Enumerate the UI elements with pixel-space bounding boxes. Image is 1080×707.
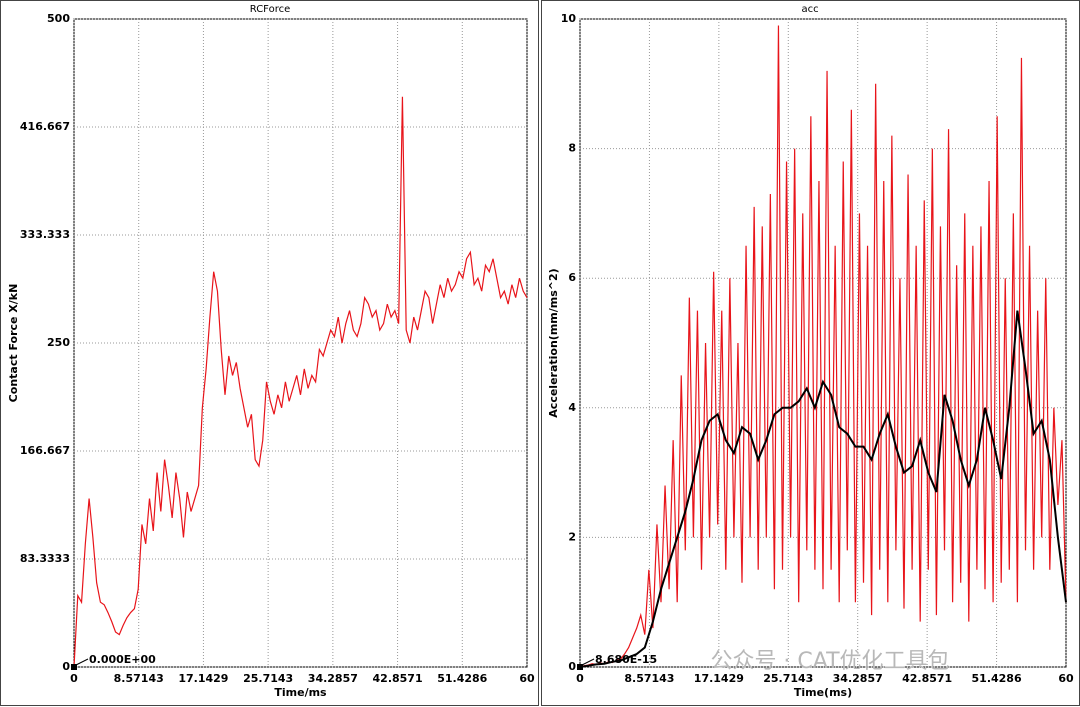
y-tick-label: 416.667 xyxy=(20,120,70,133)
x-tick-label: 17.1429 xyxy=(694,672,744,685)
origin-marker xyxy=(71,664,77,670)
annotation-leader xyxy=(581,658,595,666)
x-tick-label: 34.2857 xyxy=(308,672,358,685)
x-tick-label: 34.2857 xyxy=(833,672,883,685)
y-tick-label: 6 xyxy=(568,271,576,284)
y-tick-label: 250 xyxy=(47,336,70,349)
x-tick-label: 25.7143 xyxy=(763,672,813,685)
watermark: 公众号 · CAT优化工具包 xyxy=(710,649,949,674)
y-axis-label: Acceleration(mm/ms^2) xyxy=(547,268,560,417)
origin-marker xyxy=(577,664,583,670)
x-tick-label: 0 xyxy=(70,672,78,685)
x-tick-label: 42.8571 xyxy=(373,672,423,685)
x-tick-label: 25.7143 xyxy=(243,672,293,685)
x-tick-label: 8.57143 xyxy=(624,672,674,685)
x-axis-label: Time/ms xyxy=(274,686,327,699)
chart-title: acc xyxy=(801,4,818,15)
y-tick-label: 0 xyxy=(62,660,70,673)
x-tick-label: 17.1429 xyxy=(178,672,228,685)
x-tick-label: 0 xyxy=(576,672,584,685)
y-axis-label: Contact Force X/kN xyxy=(7,284,20,403)
y-tick-label: 500 xyxy=(47,12,70,25)
chart-title: RCForce xyxy=(250,4,291,15)
annotation: 8.680E-15 xyxy=(595,653,657,666)
annotation-leader xyxy=(75,658,89,666)
plot-area xyxy=(73,18,528,668)
x-tick-label: 60 xyxy=(1058,672,1074,685)
annotation: 0.000E+00 xyxy=(89,653,156,666)
y-tick-label: 10 xyxy=(561,12,577,25)
y-tick-label: 166.667 xyxy=(20,444,70,457)
x-tick-label: 51.4286 xyxy=(437,672,487,685)
x-tick-label: 8.57143 xyxy=(114,672,164,685)
data-line xyxy=(579,310,1067,668)
y-tick-label: 2 xyxy=(568,530,576,543)
x-tick-label: 42.8571 xyxy=(902,672,952,685)
y-tick-label: 333.333 xyxy=(20,228,70,241)
x-tick-label: 51.4286 xyxy=(972,672,1022,685)
data-line xyxy=(579,25,1067,668)
y-tick-label: 83.3333 xyxy=(20,552,70,565)
data-line xyxy=(73,96,528,668)
y-tick-label: 0 xyxy=(568,660,576,673)
y-tick-label: 4 xyxy=(568,401,576,414)
x-axis-label: Time(ms) xyxy=(794,686,852,699)
x-tick-label: 60 xyxy=(519,672,535,685)
y-tick-label: 8 xyxy=(568,142,576,155)
